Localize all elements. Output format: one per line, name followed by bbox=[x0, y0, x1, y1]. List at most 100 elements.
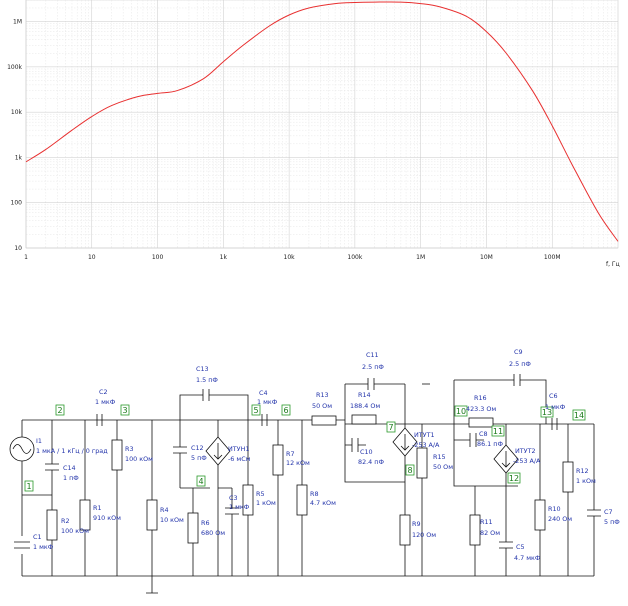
x-tick-label: 10M bbox=[480, 254, 493, 261]
capacitor-c6 bbox=[551, 418, 558, 430]
resistor-r2 bbox=[46, 509, 58, 541]
capacitor-c1 bbox=[14, 541, 30, 549]
capacitor-c9 bbox=[513, 374, 521, 386]
component-value-c3: 1 мкФ bbox=[229, 503, 250, 511]
x-tick-label: 100M bbox=[544, 254, 561, 261]
component-name-r2: R2 bbox=[61, 517, 70, 525]
frequency-response-chart: 1 10 100 1k 10k 100k 1M 10M 100M 101001k10k100k1… bbox=[7, 0, 620, 268]
resistor-r4 bbox=[146, 499, 158, 531]
c9-wires bbox=[454, 379, 547, 424]
capacitor-c10 bbox=[351, 438, 359, 452]
component-value-itut2: -253 А/А bbox=[513, 457, 541, 465]
x-tick-label: 1M bbox=[416, 254, 425, 261]
component-name-c4: C4 bbox=[259, 389, 268, 397]
component-value-r7: 12 кОм bbox=[286, 459, 310, 467]
y-tick-label: 10k bbox=[11, 109, 23, 116]
component-name-c8: C8 bbox=[479, 430, 488, 438]
component-value-c5: 4.7 мкФ bbox=[514, 554, 541, 562]
component-name-c3: C3 bbox=[229, 494, 238, 502]
capacitor-c14 bbox=[45, 463, 59, 471]
resistor-r13 bbox=[311, 415, 337, 426]
component-name-r7: R7 bbox=[286, 450, 295, 458]
arrow-down-icon bbox=[400, 434, 410, 451]
component-value-r6: 680 Ом bbox=[201, 529, 225, 537]
component-name-c2: C2 bbox=[99, 388, 108, 396]
x-tick-label: 1 bbox=[24, 254, 28, 261]
x-tick-label: 10k bbox=[284, 254, 296, 261]
component-value-r8: 4.7 кОм bbox=[310, 499, 336, 507]
x-tick-label: 100k bbox=[347, 254, 362, 261]
resistor-r16 bbox=[468, 417, 494, 428]
component-name-c6: C6 bbox=[549, 392, 558, 400]
arrow-down-icon bbox=[501, 451, 511, 468]
resistor-r9 bbox=[399, 514, 411, 546]
node-label-14: 14 bbox=[574, 411, 584, 420]
node-box-14 bbox=[572, 409, 586, 421]
component-value-c7: 5 пФ bbox=[604, 518, 620, 526]
ground-symbol bbox=[146, 576, 158, 594]
y-tick-label: 1k bbox=[15, 154, 23, 161]
arrow-down-icon bbox=[213, 443, 223, 460]
component-value-r3: 100 кОм bbox=[125, 455, 153, 463]
component-value-r15: 50 Ом bbox=[433, 463, 453, 471]
component-value-c12: 5 пФ bbox=[191, 454, 207, 462]
node-box-7 bbox=[386, 421, 396, 433]
component-name-r8: R8 bbox=[310, 490, 319, 498]
c12-wires bbox=[179, 420, 210, 489]
node-label-7: 7 bbox=[388, 423, 393, 432]
node-box-8 bbox=[405, 464, 415, 476]
capacitor-c3 bbox=[225, 507, 239, 515]
component-value-r12: 1 кОм bbox=[576, 477, 596, 485]
component-value-c13: 1.5 пФ bbox=[196, 376, 218, 384]
component-value-c9: 2.5 пФ bbox=[509, 360, 531, 368]
component-name-r3: R3 bbox=[125, 445, 134, 453]
node-label-6: 6 bbox=[283, 406, 288, 415]
component-value-c8: 86.1 пФ bbox=[477, 440, 503, 448]
resistor-r10 bbox=[534, 499, 546, 531]
component-name-c13: C13 bbox=[196, 365, 209, 373]
node-label-12: 12 bbox=[509, 474, 519, 483]
cccs-itut2 bbox=[493, 444, 519, 474]
capacitor-c8 bbox=[469, 433, 477, 447]
node-box-1 bbox=[24, 480, 34, 492]
component-value-r13: 50 Ом bbox=[312, 402, 332, 410]
component-value-c4: 1 мкФ bbox=[257, 398, 278, 406]
component-name-i1: I1 bbox=[36, 437, 42, 445]
component-name-r1: R1 bbox=[93, 504, 102, 512]
y-tick-label: 10 bbox=[14, 245, 22, 252]
node-box-2 bbox=[55, 404, 65, 416]
node-box-3 bbox=[120, 404, 130, 416]
x-axis-ticks: 1 10 100 1k 10k 100k 1M 10M 100M bbox=[24, 254, 560, 261]
component-value-i1: 1 мкА / 1 кГц / 0 град bbox=[36, 447, 108, 455]
component-name-c5: C5 bbox=[516, 543, 525, 551]
node-box-5 bbox=[251, 404, 261, 416]
node-label-2: 2 bbox=[57, 406, 62, 415]
capacitor-c2 bbox=[96, 414, 103, 426]
resistor-r6 bbox=[187, 512, 199, 544]
component-name-itut2: ИТУТ2 bbox=[515, 447, 536, 455]
current-source-i1 bbox=[9, 436, 35, 462]
capacitor-c13 bbox=[202, 389, 210, 401]
component-value-r14: 188.4 Ом bbox=[350, 402, 380, 410]
component-value-r10: 240 Ом bbox=[548, 515, 572, 523]
chart-major-grid bbox=[25, 0, 618, 249]
node-box-4 bbox=[196, 475, 206, 487]
sine-wave-icon bbox=[12, 444, 32, 454]
component-name-r6: R6 bbox=[201, 519, 210, 527]
component-name-r16: R16 bbox=[474, 394, 487, 402]
component-value-itut1: -253 А/А bbox=[412, 441, 440, 449]
component-name-c14: C14 bbox=[63, 464, 76, 472]
component-name-r9: R9 bbox=[412, 520, 421, 528]
capacitor-c11 bbox=[367, 378, 375, 390]
component-value-c10: 82.4 пФ bbox=[358, 458, 384, 466]
component-name-r13: R13 bbox=[316, 391, 329, 399]
component-value-itun1: -6 мСм bbox=[228, 455, 251, 463]
node-box-6 bbox=[281, 404, 291, 416]
node-label-1: 1 bbox=[26, 482, 31, 491]
component-name-c11: C11 bbox=[366, 351, 379, 359]
c13-wires bbox=[179, 394, 249, 420]
node-label-11: 11 bbox=[493, 427, 503, 436]
node-label-3: 3 bbox=[122, 406, 127, 415]
component-name-r5: R5 bbox=[256, 490, 265, 498]
